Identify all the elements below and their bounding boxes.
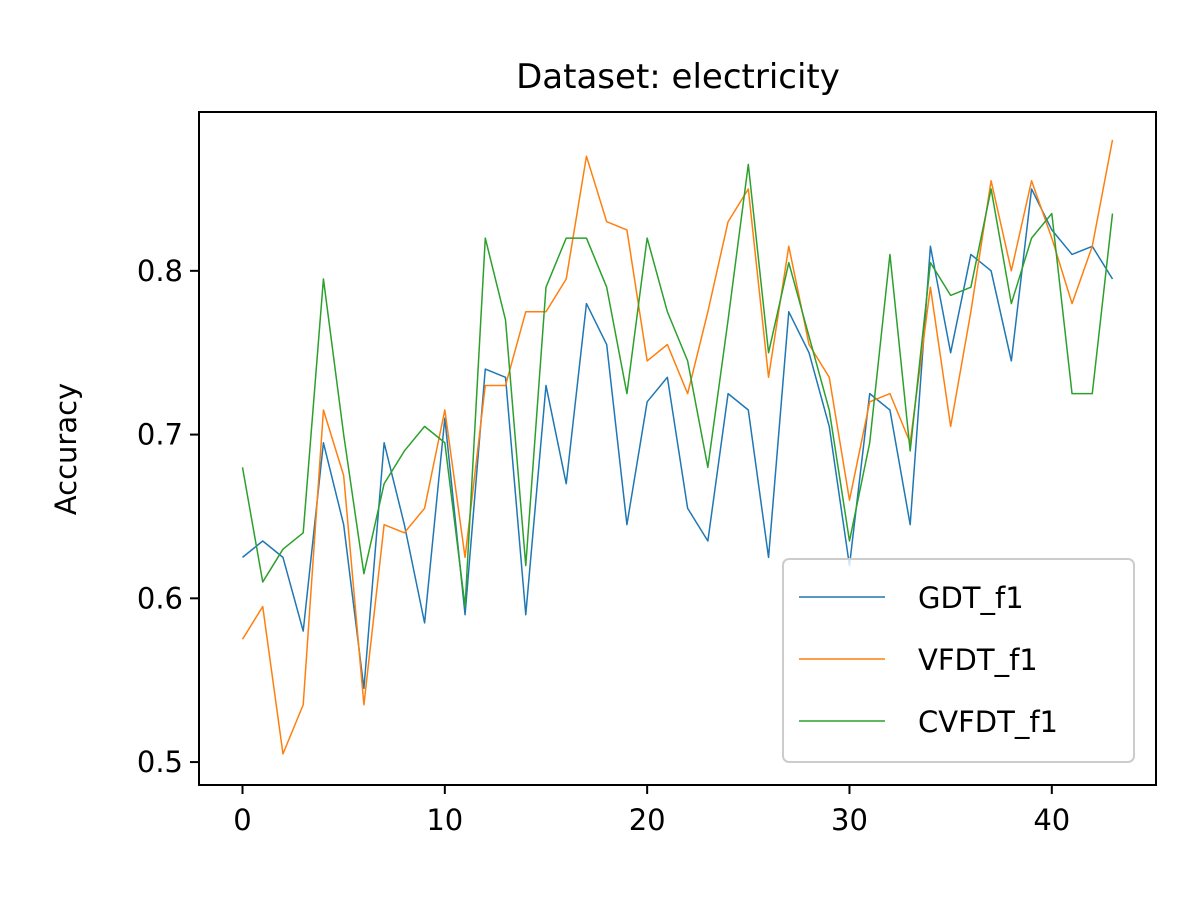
plot-area-frame [198,111,1157,786]
x-tick-label: 40 [1033,803,1070,837]
legend: GDT_f1 VFDT_f1 CVFDT_f1 [782,558,1135,763]
x-axis-ticks: 0 10 20 30 40 [233,785,1070,837]
y-tick-label: 0.6 [137,581,183,615]
series-line-cvfdt-f1 [241,163,1114,608]
y-axis-label: Accuracy [49,383,83,515]
x-tick-label: 10 [426,803,463,837]
chart-title: Dataset: electricity [516,57,840,97]
x-tick-label: 20 [629,803,666,837]
legend-label: GDT_f1 [918,581,1024,615]
series-line-vfdt-f1 [241,139,1114,755]
series-line-gdt-f1 [242,188,1114,690]
x-tick-label: 0 [233,803,251,837]
legend-label: VFDT_f1 [918,643,1038,677]
y-axis-ticks: 0.5 0.6 0.7 0.8 [137,254,199,779]
plot-lines [241,139,1114,755]
y-tick-label: 0.5 [137,745,183,779]
y-tick-label: 0.8 [137,254,183,288]
y-tick-label: 0.7 [137,418,183,452]
legend-label: CVFDT_f1 [918,705,1058,739]
x-tick-label: 30 [831,803,868,837]
legend-box [782,558,1135,763]
